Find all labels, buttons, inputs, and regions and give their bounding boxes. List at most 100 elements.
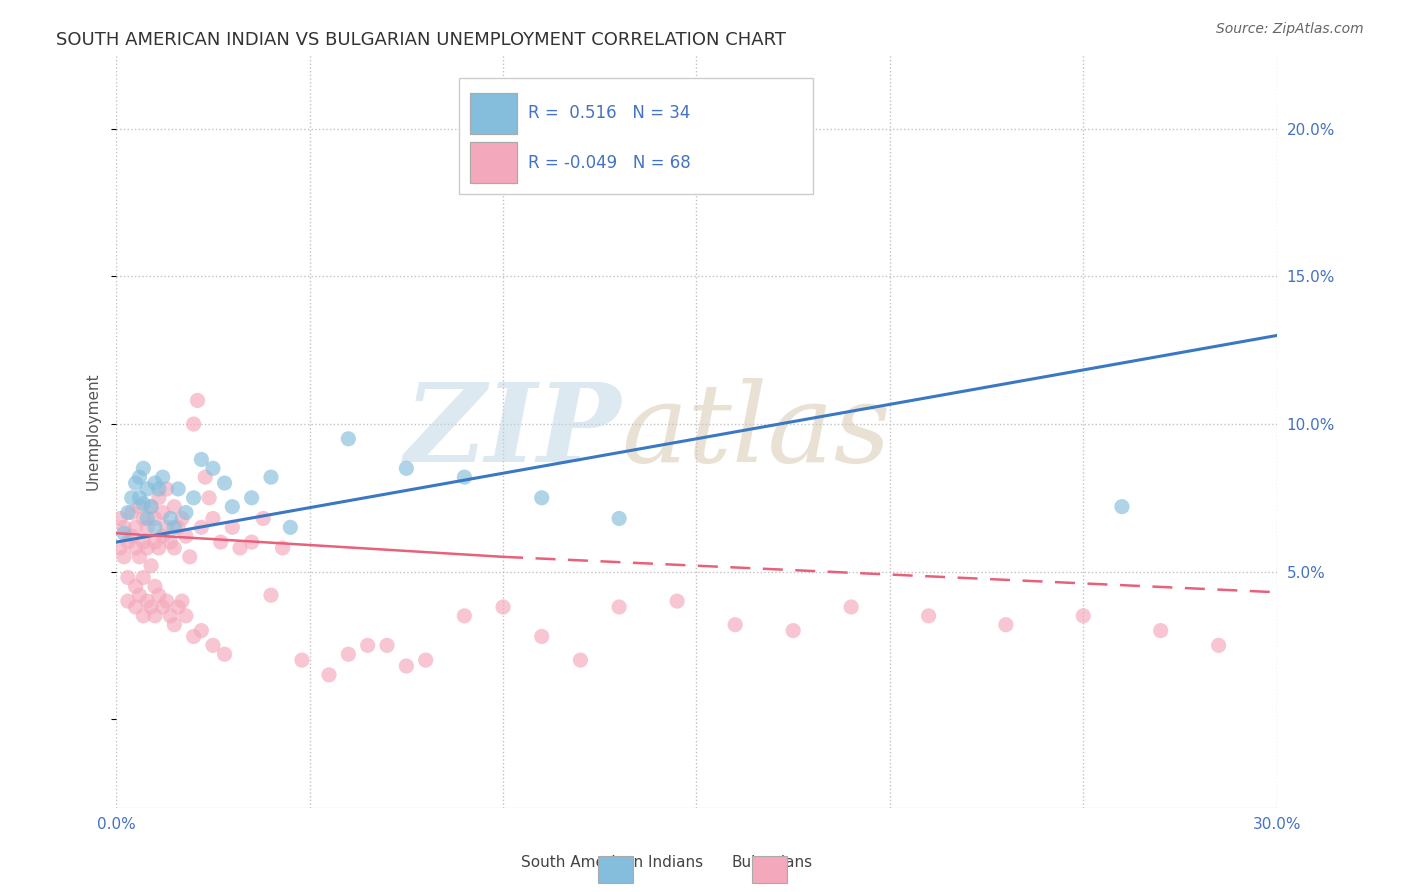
Point — [136, 541, 159, 555]
Point — [139, 599, 162, 614]
Point — [453, 470, 475, 484]
Point — [240, 535, 263, 549]
Point — [128, 588, 150, 602]
Point — [214, 647, 236, 661]
Point — [167, 482, 190, 496]
Point — [124, 579, 146, 593]
Point — [179, 549, 201, 564]
Point — [229, 541, 252, 555]
Point — [167, 520, 190, 534]
Point — [607, 511, 630, 525]
Point — [148, 588, 170, 602]
Point — [201, 461, 224, 475]
Point — [108, 541, 131, 555]
Point — [214, 476, 236, 491]
Point — [782, 624, 804, 638]
Point — [569, 653, 592, 667]
FancyBboxPatch shape — [470, 142, 516, 183]
Point — [190, 520, 212, 534]
Point — [198, 491, 221, 505]
Point — [128, 549, 150, 564]
Point — [318, 668, 340, 682]
Point — [190, 452, 212, 467]
Point — [201, 639, 224, 653]
Point — [121, 491, 143, 505]
Point — [415, 653, 437, 667]
Point — [143, 608, 166, 623]
Point — [117, 570, 139, 584]
Point — [201, 511, 224, 525]
Point — [260, 588, 283, 602]
Text: SOUTH AMERICAN INDIAN VS BULGARIAN UNEMPLOYMENT CORRELATION CHART: SOUTH AMERICAN INDIAN VS BULGARIAN UNEMP… — [56, 31, 786, 49]
Point — [174, 506, 197, 520]
Point — [117, 506, 139, 520]
Point — [183, 491, 205, 505]
Point — [163, 541, 186, 555]
Point — [132, 535, 155, 549]
Point — [132, 511, 155, 525]
Point — [666, 594, 689, 608]
Text: atlas: atlas — [621, 377, 890, 485]
Point — [124, 520, 146, 534]
Point — [136, 511, 159, 525]
Point — [117, 535, 139, 549]
Point — [155, 594, 177, 608]
Point — [209, 535, 232, 549]
Point — [994, 617, 1017, 632]
Point — [337, 432, 360, 446]
Point — [148, 541, 170, 555]
Point — [395, 461, 418, 475]
Point — [221, 500, 243, 514]
Point — [152, 599, 174, 614]
Point — [159, 608, 181, 623]
Point — [132, 461, 155, 475]
Point — [128, 491, 150, 505]
Point — [530, 491, 553, 505]
FancyBboxPatch shape — [470, 93, 516, 134]
Point — [143, 535, 166, 549]
Point — [240, 491, 263, 505]
Point — [174, 608, 197, 623]
Y-axis label: Unemployment: Unemployment — [86, 373, 100, 491]
Point — [136, 520, 159, 534]
Point — [124, 541, 146, 555]
Point — [337, 647, 360, 661]
Point — [190, 624, 212, 638]
Point — [159, 535, 181, 549]
Point — [839, 599, 862, 614]
Point — [143, 579, 166, 593]
Point — [917, 608, 939, 623]
Text: Bulgarians: Bulgarians — [731, 855, 813, 870]
Point — [291, 653, 314, 667]
Point — [260, 470, 283, 484]
Point — [186, 393, 208, 408]
Point — [148, 491, 170, 505]
Point — [155, 520, 177, 534]
Point — [132, 497, 155, 511]
Point — [252, 511, 274, 525]
Text: South American Indians: South American Indians — [520, 855, 703, 870]
Point — [155, 482, 177, 496]
Point — [492, 599, 515, 614]
Text: R = -0.049   N = 68: R = -0.049 N = 68 — [529, 153, 690, 172]
Point — [163, 617, 186, 632]
FancyBboxPatch shape — [458, 78, 813, 194]
Point — [1071, 608, 1094, 623]
Point — [124, 476, 146, 491]
Point — [143, 511, 166, 525]
Point — [132, 570, 155, 584]
Point — [1111, 500, 1133, 514]
Point — [375, 639, 398, 653]
Point — [395, 659, 418, 673]
Point — [143, 520, 166, 534]
Point — [121, 506, 143, 520]
Point — [112, 520, 135, 534]
Point — [136, 594, 159, 608]
Point — [152, 506, 174, 520]
Point — [124, 599, 146, 614]
Point — [278, 520, 301, 534]
Point — [1208, 639, 1230, 653]
Point — [163, 500, 186, 514]
Point — [170, 511, 193, 525]
Point — [136, 482, 159, 496]
